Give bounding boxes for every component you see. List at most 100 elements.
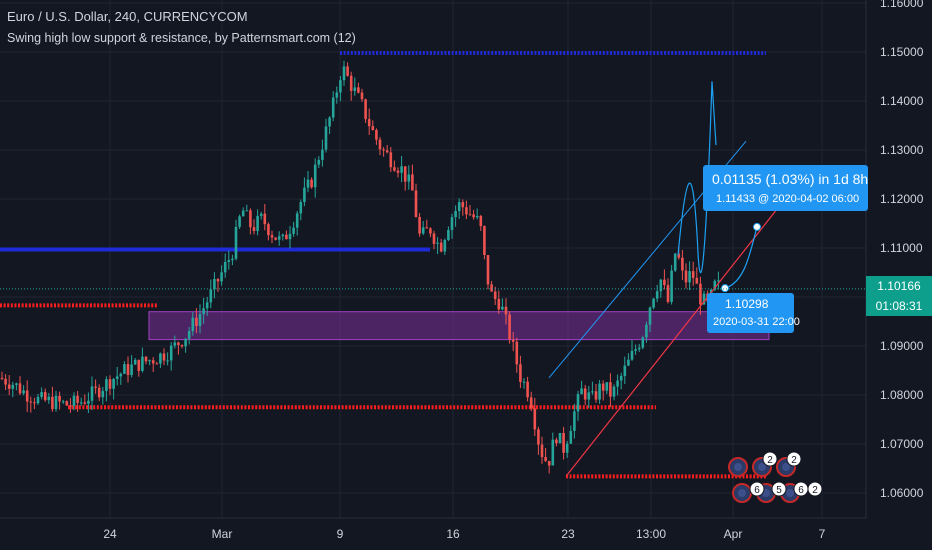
- candle-up: [645, 324, 648, 338]
- candle-down: [529, 397, 533, 409]
- candle-down: [533, 408, 537, 430]
- candle-up: [616, 380, 619, 387]
- current-price-tag: 1.10166: [866, 276, 932, 296]
- time-axis[interactable]: 24 Mar 9 16 23 13:00 Apr 7: [103, 527, 825, 541]
- candle-down: [414, 190, 418, 217]
- candle-up: [281, 234, 285, 237]
- event-count-text: 6: [798, 485, 804, 496]
- candle-up: [277, 236, 281, 240]
- candle-down: [468, 214, 472, 216]
- candle-up: [454, 211, 457, 218]
- candle-up: [659, 279, 663, 292]
- candle-up: [558, 432, 562, 444]
- candle-down: [69, 405, 72, 407]
- candle-up: [166, 360, 169, 362]
- candle-up: [209, 289, 213, 303]
- event-flag-center: [786, 489, 794, 497]
- candle-down: [677, 253, 681, 258]
- candle-up: [238, 216, 241, 227]
- candle-up: [630, 350, 634, 360]
- candle-up: [141, 356, 144, 371]
- candle-down: [537, 429, 540, 445]
- candle-up: [184, 338, 187, 347]
- measure-tooltip[interactable]: 0.01135 (1.03%) in 1d 8h 1.11433 @ 2020-…: [703, 165, 868, 211]
- candle-down: [483, 226, 486, 256]
- candle-up: [612, 386, 616, 397]
- candle-up: [353, 87, 357, 91]
- candle-up: [673, 253, 677, 271]
- measure-end-dot: [753, 222, 761, 231]
- candle-down: [497, 299, 501, 310]
- candle-up: [688, 271, 691, 283]
- origin-tooltip[interactable]: 1.10298 2020-03-31 22:00: [707, 293, 800, 333]
- event-count-text: 2: [767, 455, 773, 466]
- candle-up: [652, 298, 655, 308]
- candle-down: [58, 395, 61, 402]
- candle-up: [324, 126, 328, 150]
- event-count-text: 6: [754, 485, 760, 496]
- candle-up: [101, 391, 105, 398]
- symbol-title[interactable]: Euro / U.S. Dollar, 240, CURRENCYCOM: [7, 9, 248, 24]
- candle-down: [97, 387, 101, 398]
- y-tick-label: 1.16000: [880, 0, 924, 10]
- candle-down: [382, 149, 385, 151]
- y-tick-label: 1.11000: [880, 241, 923, 255]
- candle-down: [695, 277, 699, 284]
- candle-down: [371, 126, 375, 131]
- candle-up: [447, 229, 450, 240]
- candle-down: [583, 388, 587, 400]
- candle-down: [94, 386, 97, 388]
- candle-up: [627, 359, 630, 366]
- candle-up: [223, 261, 227, 273]
- candle-up: [303, 187, 306, 203]
- event-count-text: 2: [791, 455, 797, 466]
- candle-down: [126, 364, 130, 375]
- candle-up: [619, 375, 623, 381]
- candle-up: [641, 337, 645, 348]
- candle-down: [346, 66, 349, 76]
- candle-up: [342, 66, 346, 81]
- candle-up: [54, 395, 58, 410]
- candle-down: [504, 306, 508, 315]
- candle-down: [25, 390, 29, 402]
- candle-up: [306, 179, 310, 188]
- origin-time-text: 2020-03-31 22:00: [713, 316, 800, 328]
- indicator-legend[interactable]: Swing high low support & resistance, by …: [7, 31, 356, 45]
- candle-up: [321, 149, 324, 160]
- candle-up: [198, 314, 202, 326]
- candle-up: [90, 386, 94, 401]
- candle-up: [605, 382, 609, 391]
- event-flag-center: [758, 463, 766, 471]
- event-count-badge: [762, 451, 778, 467]
- x-tick-label: 24: [103, 527, 117, 541]
- candle-down: [7, 384, 11, 389]
- candle-up: [580, 388, 583, 395]
- candle-up: [634, 349, 637, 351]
- candle-up: [637, 347, 641, 350]
- candle-up: [241, 210, 245, 217]
- candle-down: [4, 378, 7, 385]
- candle-down: [432, 233, 436, 244]
- candle-up: [115, 376, 119, 379]
- candle-up: [407, 174, 411, 182]
- candle-down: [425, 227, 429, 229]
- candle-up: [295, 213, 299, 228]
- candle-down: [526, 381, 529, 398]
- candle-up: [436, 242, 439, 244]
- candle-down: [360, 92, 364, 100]
- candle-up: [292, 227, 295, 234]
- candle-up: [105, 379, 108, 392]
- candle-up: [450, 217, 454, 230]
- y-tick-label: 1.12000: [880, 192, 924, 206]
- candle-down: [51, 396, 54, 410]
- candle-up: [11, 384, 15, 389]
- y-tick-label: 1.14000: [880, 94, 924, 108]
- candle-up: [623, 365, 627, 376]
- candle-down: [666, 285, 670, 302]
- candle-up: [569, 430, 573, 444]
- candle-down: [515, 341, 519, 365]
- x-tick-label: Mar: [212, 527, 233, 541]
- candle-down: [385, 150, 389, 153]
- candle-up: [119, 373, 123, 377]
